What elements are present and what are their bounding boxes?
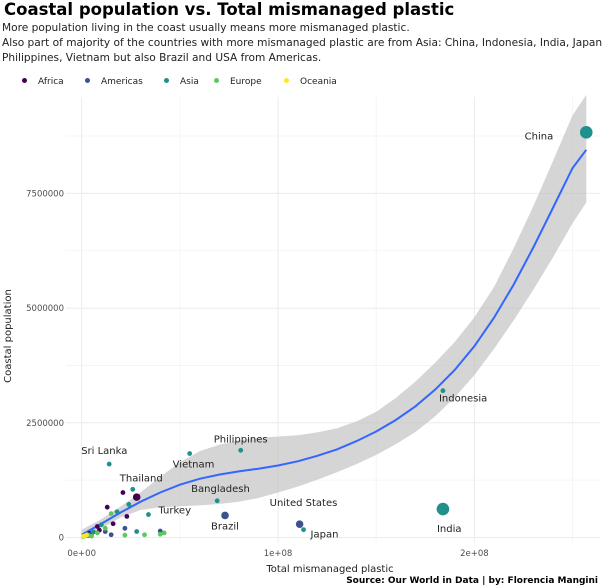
point-americas [122,525,128,531]
x-tick-label: 0e+00 [67,549,96,559]
legend-key-oceania [284,78,289,83]
point-oceania [84,532,90,538]
legend-key-americas [85,78,90,83]
point-label-bangladesh: Bangladesh [191,484,250,495]
point-india [436,502,450,516]
y-tick-label: 5000000 [26,304,64,314]
point-label-sri-lanka: Sri Lanka [81,446,127,457]
point-europe [108,511,114,517]
point-japan [301,527,306,533]
y-tick-label: 7500000 [26,189,64,199]
point-asia [114,509,120,515]
point-vietnam [187,451,193,456]
point-label-philippines: Philippines [214,434,268,445]
trend-line-layer [81,149,588,536]
point-label-vietnam: Vietnam [173,460,215,471]
point-europe [161,530,167,536]
point-africa [132,493,141,501]
legend-key-africa [22,78,27,83]
point-label-turkey: Turkey [157,506,191,517]
point-brazil [221,511,229,520]
point-africa [120,490,126,495]
legend-item-africa: Africa [22,77,64,87]
point-label-brazil: Brazil [211,521,239,532]
legend-label-americas: Americas [101,77,143,87]
point-label-indonesia: Indonesia [439,394,487,405]
legend-item-oceania: Oceania [284,77,337,87]
legend-item-asia: Asia [164,77,199,87]
x-tick-label: 2e+08 [460,549,489,559]
point-asia [91,529,96,535]
chart-subtitle-line-3: Philippines, Vietnam but also Brazil and… [2,52,322,64]
point-label-united-states: United States [270,498,338,509]
point-asia [126,502,132,507]
point-europe [122,532,128,538]
legend-item-americas: Americas [85,77,143,87]
point-philippines [238,447,244,453]
legend-label-asia: Asia [180,77,199,87]
point-europe [95,530,100,536]
point-china [579,126,593,139]
point-asia [98,522,104,528]
point-labels-layer: China Indonesia India Philippines Vietnam Sri… [81,131,553,540]
x-tick-label: 1e+08 [264,549,293,559]
legend-item-europe: Europe [214,77,262,87]
point-label-thailand: Thailand [119,473,163,484]
point-africa [95,524,100,529]
chart-subtitle-line-1: More population living in the coast usua… [2,22,410,34]
point-europe [89,533,94,539]
y-tick-label: 0 [59,533,64,543]
legend-key-asia [164,78,169,83]
point-thailand [130,486,136,492]
point-sri-lanka [106,461,112,467]
point-label-india: India [437,524,462,535]
legend-label-oceania: Oceania [300,77,337,87]
point-americas [108,532,114,538]
points-layer [81,126,593,539]
point-africa [104,504,110,510]
point-bangladesh [214,498,220,504]
x-axis-title: Total mismanaged plastic [265,564,393,575]
point-asia [134,529,140,534]
point-indonesia [440,388,446,394]
point-europe [142,532,147,538]
y-tick-label: 2500000 [26,419,64,429]
point-label-china: China [525,131,554,142]
point-united-states [295,520,304,528]
chart-subtitle-line-2: Also part of majority of the countries w… [2,37,602,49]
point-africa [110,521,116,527]
point-turkey [146,512,151,517]
y-axis-title: Coastal population [3,289,14,383]
axes-layer: 0 2500000 5000000 7500000 0e+00 1e+08 2e+08 Tot… [3,189,489,575]
legend-key-europe [214,78,219,83]
legend-label-africa: Africa [38,77,64,87]
point-africa [124,513,130,519]
point-label-japan: Japan [310,530,339,541]
point-europe [157,531,163,537]
legend-label-europe: Europe [230,77,262,87]
point-europe [102,525,108,531]
trend-line [81,149,588,536]
chart-title: Coastal population vs. Total mismanaged … [4,0,455,19]
source-caption: Source: Our World in Data | by: Florenci… [346,576,598,586]
